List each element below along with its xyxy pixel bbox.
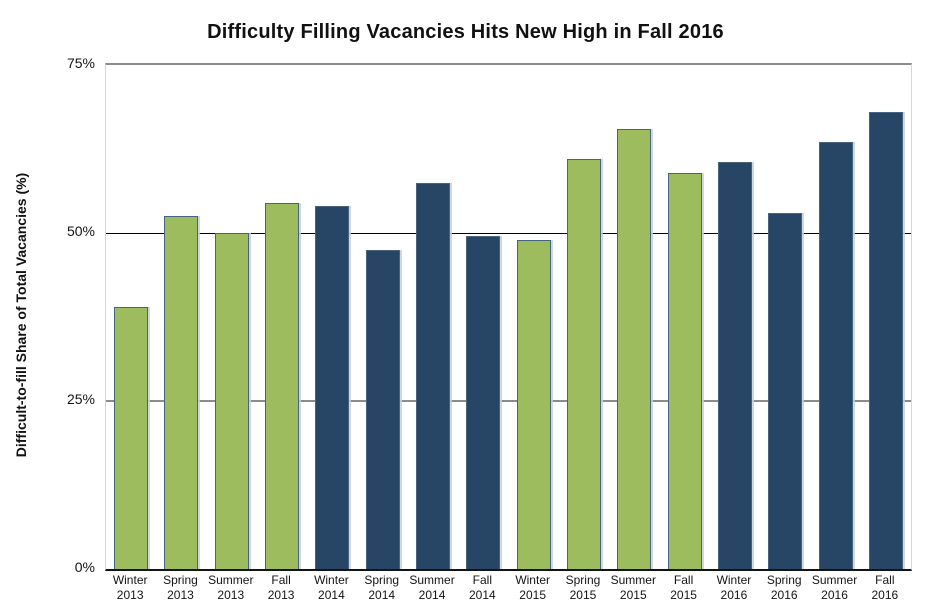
x-tick-label-spring-2013: Spring 2013 bbox=[155, 573, 205, 602]
x-tick-year: 2014 bbox=[368, 587, 396, 602]
x-tick-label-winter-2015: Winter 2015 bbox=[508, 573, 558, 602]
x-tick-label-spring-2015: Spring 2015 bbox=[558, 573, 608, 602]
x-tick-season: Spring bbox=[766, 573, 802, 587]
x-tick-label-summer-2013: Summer 2013 bbox=[206, 573, 256, 602]
x-tick-label-spring-2016: Spring 2016 bbox=[759, 573, 809, 602]
x-tick-label-summer-2015: Summer 2015 bbox=[608, 573, 658, 602]
x-tick-year: 2015 bbox=[619, 587, 647, 602]
x-tick-season: Summer bbox=[811, 573, 858, 587]
bar-summer-2016 bbox=[818, 142, 853, 569]
x-tick-label-fall-2015: Fall 2015 bbox=[658, 573, 708, 602]
bar-winter-2015 bbox=[516, 239, 551, 569]
x-tick-label-fall-2016: Fall 2016 bbox=[860, 573, 910, 602]
x-tick-year: 2014 bbox=[468, 587, 496, 602]
bar-spring-2014 bbox=[365, 249, 400, 569]
gridline-25 bbox=[106, 400, 911, 402]
x-tick-season: Spring bbox=[163, 573, 198, 587]
bar-winter-2013 bbox=[114, 306, 149, 569]
x-tick-year: 2016 bbox=[720, 587, 748, 602]
x-tick-label-spring-2014: Spring 2014 bbox=[357, 573, 407, 602]
x-tick-season: Winter bbox=[112, 573, 148, 587]
y-tick-label: 75% bbox=[66, 55, 95, 71]
x-tick-year: 2016 bbox=[821, 587, 848, 602]
x-tick-year: 2013 bbox=[116, 587, 144, 602]
x-tick-season: Fall bbox=[875, 573, 895, 587]
x-tick-season: Winter bbox=[515, 573, 550, 587]
y-tick-label: 50% bbox=[66, 223, 95, 239]
bar-summer-2013 bbox=[214, 233, 249, 569]
x-tick-season: Fall bbox=[472, 573, 493, 587]
x-tick-label-winter-2014: Winter 2014 bbox=[306, 573, 356, 602]
x-tick-season: Spring bbox=[364, 573, 400, 587]
y-axis-title: Difficult-to-fill Share of Total Vacanci… bbox=[13, 172, 29, 458]
x-tick-year: 2014 bbox=[318, 587, 345, 602]
x-tick-year: 2016 bbox=[770, 587, 798, 602]
x-tick-year: 2013 bbox=[167, 587, 194, 602]
x-tick-year: 2015 bbox=[670, 587, 697, 602]
bar-fall-2015 bbox=[667, 172, 702, 569]
x-tick-label-fall-2013: Fall 2013 bbox=[256, 573, 306, 602]
x-tick-year: 2013 bbox=[217, 587, 245, 602]
bar-winter-2016 bbox=[717, 162, 752, 569]
plot-area bbox=[105, 63, 912, 571]
x-tick-season: Fall bbox=[271, 573, 291, 587]
x-tick-season: Fall bbox=[673, 573, 694, 587]
x-tick-season: Winter bbox=[716, 573, 752, 587]
x-tick-year: 2014 bbox=[418, 587, 446, 602]
x-tick-season: Spring bbox=[565, 573, 601, 587]
x-tick-season: Summer bbox=[409, 573, 455, 587]
x-tick-label-winter-2016: Winter 2016 bbox=[709, 573, 759, 602]
x-tick-label-fall-2014: Fall 2014 bbox=[457, 573, 507, 602]
y-tick-label: 0% bbox=[74, 559, 95, 575]
chart-title: Difficulty Filling Vacancies Hits New Hi… bbox=[207, 21, 724, 43]
bar-winter-2014 bbox=[315, 206, 350, 569]
bar-spring-2013 bbox=[164, 216, 199, 569]
bar-fall-2014 bbox=[466, 236, 501, 569]
x-tick-season: Summer bbox=[610, 573, 656, 587]
bar-summer-2015 bbox=[617, 128, 652, 569]
x-tick-label-summer-2014: Summer 2014 bbox=[407, 573, 457, 602]
x-tick-year: 2015 bbox=[569, 587, 597, 602]
x-tick-season: Summer bbox=[208, 573, 254, 587]
x-tick-label-winter-2013: Winter 2013 bbox=[105, 573, 155, 602]
x-tick-year: 2013 bbox=[267, 587, 295, 602]
x-tick-label-summer-2016: Summer 2016 bbox=[809, 573, 859, 602]
gridline-50 bbox=[106, 232, 911, 234]
bar-fall-2013 bbox=[265, 202, 300, 569]
bar-spring-2016 bbox=[768, 212, 803, 569]
x-tick-year: 2015 bbox=[519, 587, 546, 602]
x-tick-season: Winter bbox=[314, 573, 349, 587]
bar-summer-2014 bbox=[416, 182, 451, 569]
bar-fall-2016 bbox=[868, 112, 903, 569]
y-tick-label: 25% bbox=[66, 391, 95, 407]
bar-spring-2015 bbox=[566, 159, 601, 569]
x-tick-year: 2016 bbox=[871, 587, 899, 602]
